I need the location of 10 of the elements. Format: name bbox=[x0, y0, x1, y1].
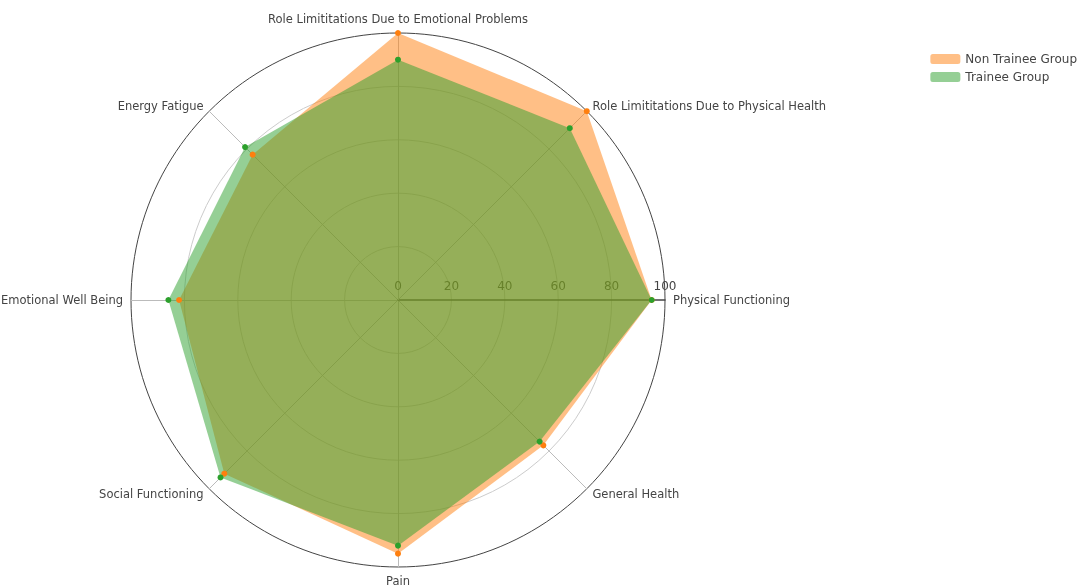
legend-label: Non Trainee Group bbox=[965, 52, 1078, 66]
legend-label: Trainee Group bbox=[964, 70, 1050, 84]
spoke-label: General Health bbox=[592, 487, 680, 502]
spoke-label: Social Functioning bbox=[99, 487, 204, 502]
spoke-label: Role Limititations Due to Emotional Problems bbox=[268, 12, 528, 26]
spoke-label: Role Limititations Due to Physical Health bbox=[592, 98, 827, 113]
spoke-label: Energy Fatigue bbox=[117, 98, 204, 113]
spoke-label: Physical Functioning bbox=[673, 293, 791, 307]
spoke-label: Emotional Well Being bbox=[1, 293, 123, 307]
spoke-label: Pain bbox=[386, 574, 410, 588]
